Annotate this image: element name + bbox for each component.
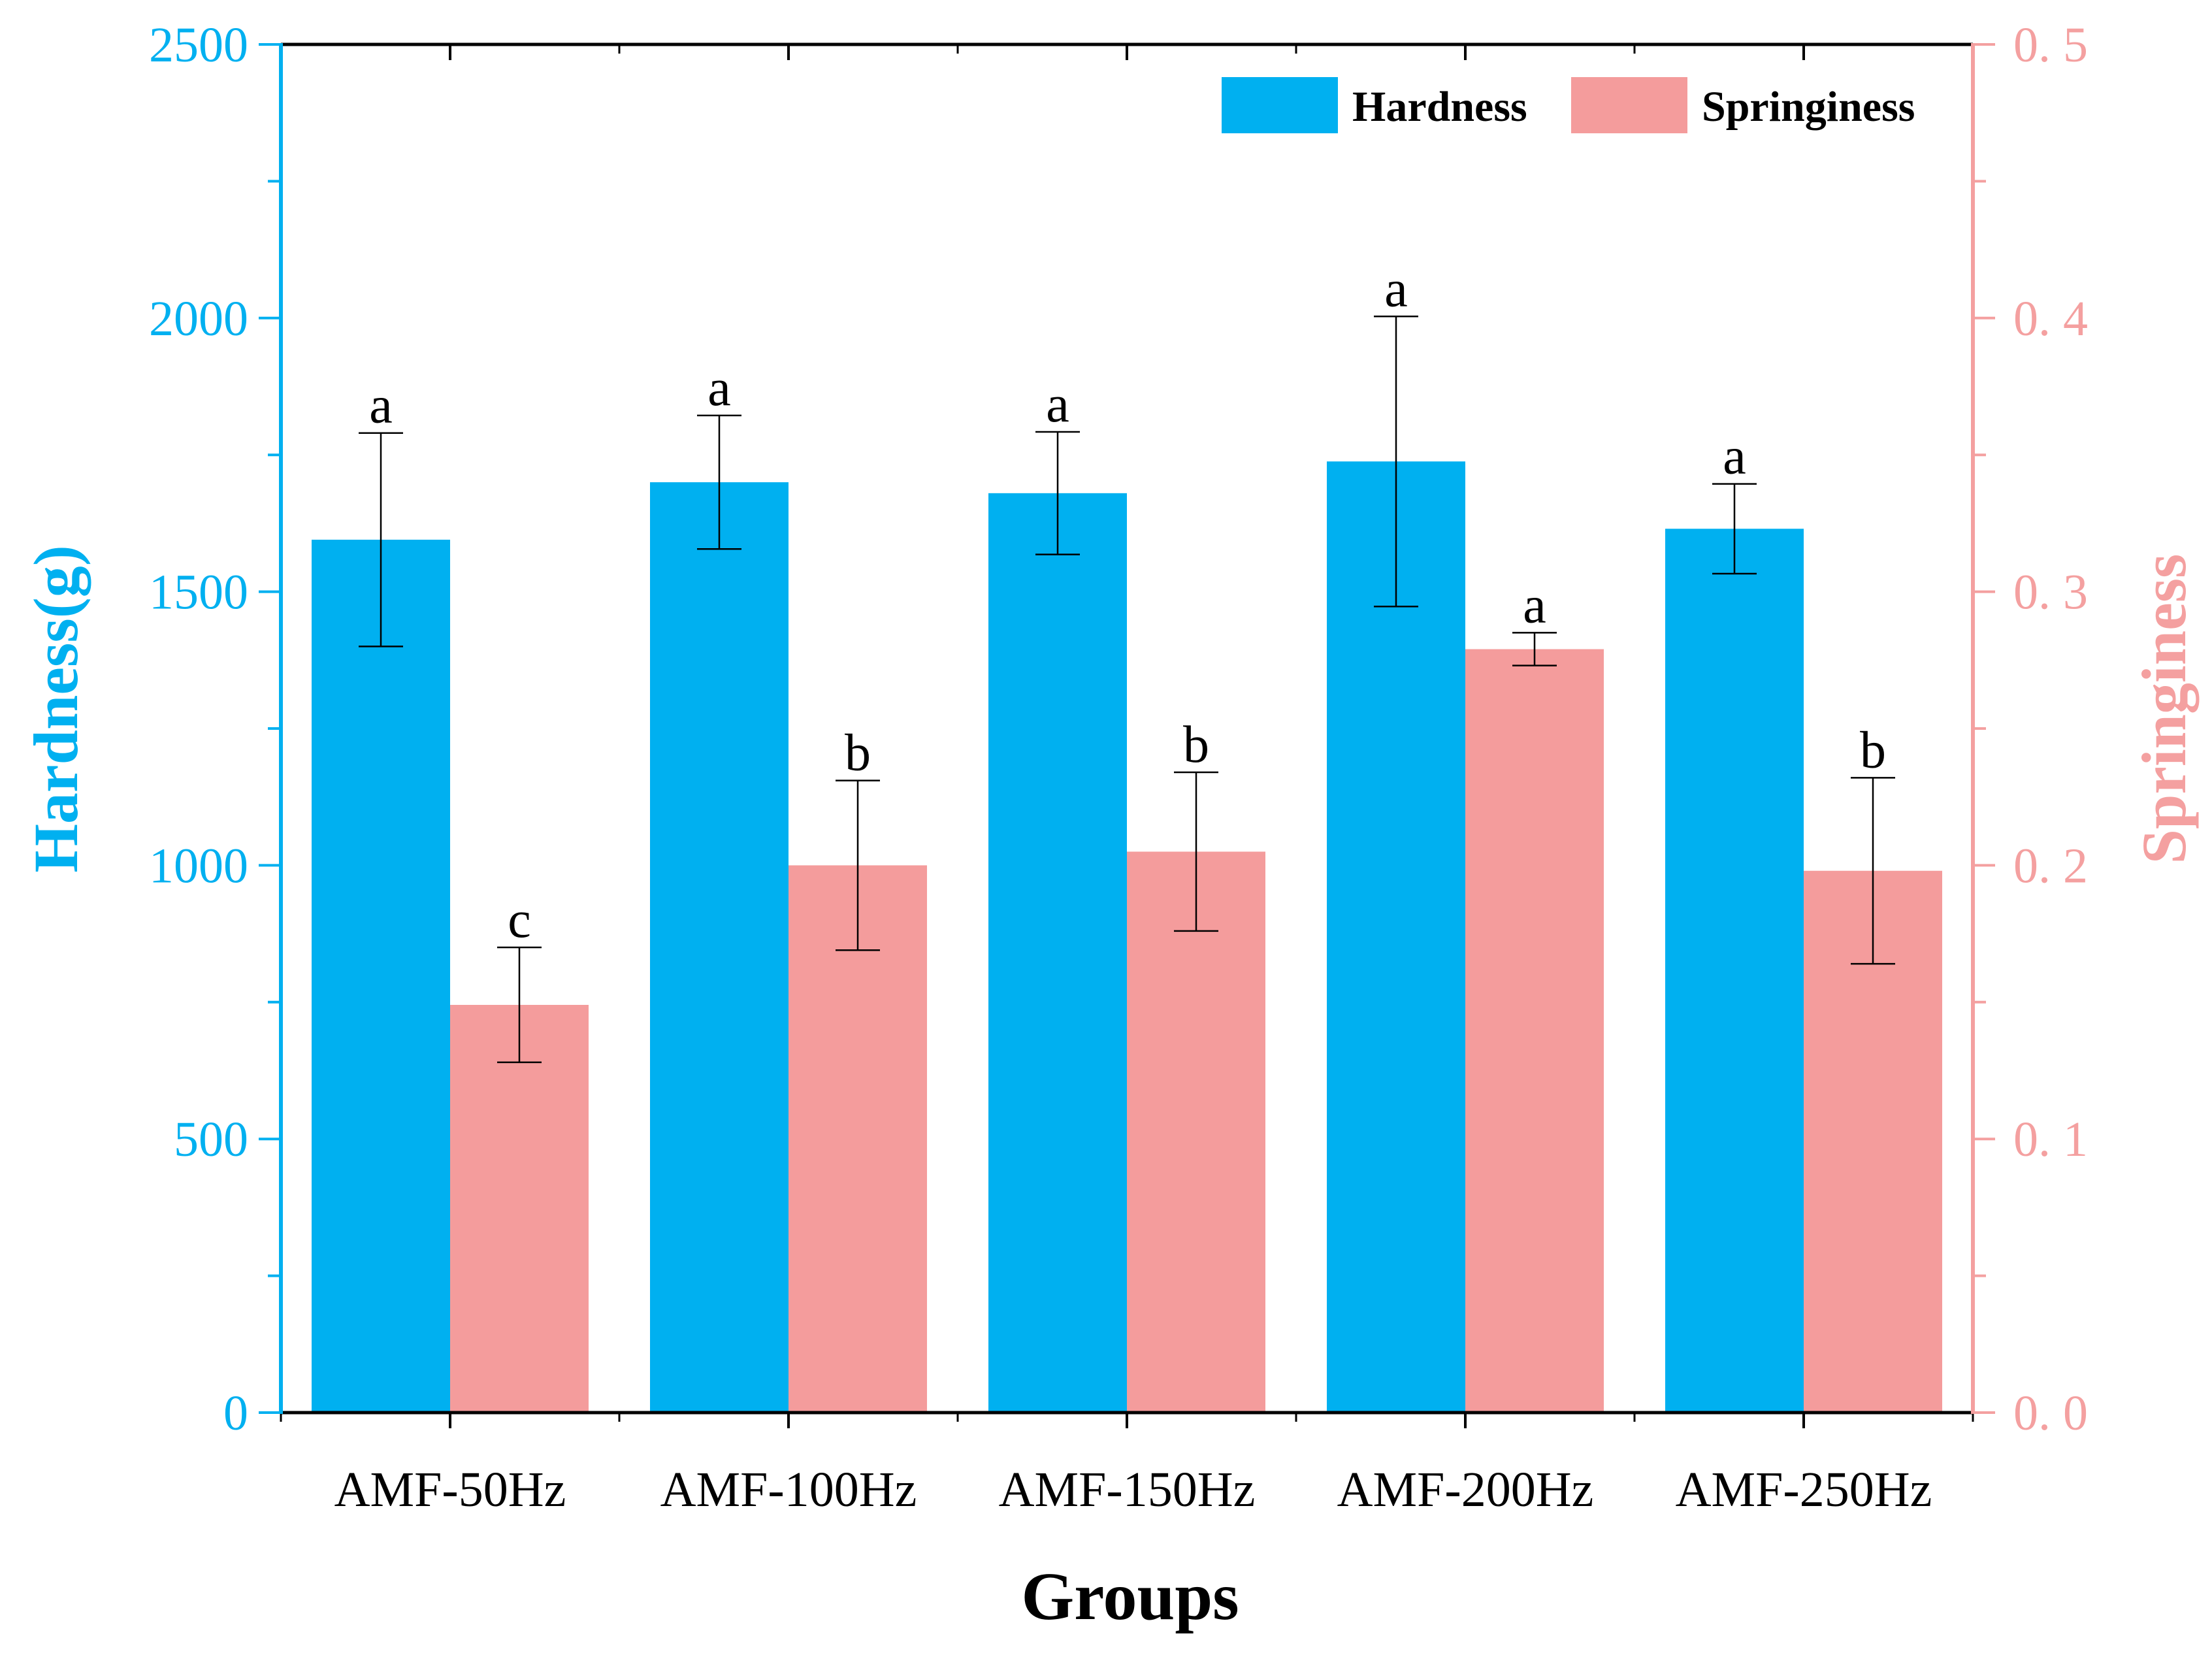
- bar-springiness-amf-50hz: [450, 1004, 589, 1413]
- y-right-tick-label: 0. 0: [2013, 1386, 2088, 1441]
- legend-label-springiness: Springiness: [1702, 83, 1915, 131]
- legend: Hardness Springiness: [1222, 77, 1915, 133]
- x-tick-label-amf-200hz: AMF-200Hz: [1337, 1462, 1594, 1517]
- bar-springiness-amf-150hz: [1127, 851, 1265, 1413]
- y-left-tick-label: 2500: [149, 18, 248, 73]
- y-left-tick-label: 0: [223, 1386, 248, 1441]
- y-left-tick-label: 500: [174, 1112, 248, 1167]
- y-left-tick-label: 2000: [149, 291, 248, 346]
- significance-label-hardness-amf-150hz: a: [1046, 376, 1069, 433]
- bar-springiness-amf-100hz: [789, 865, 927, 1413]
- x-tick-label-amf-150hz: AMF-150Hz: [999, 1462, 1256, 1517]
- significance-label-hardness-amf-50hz: a: [369, 377, 393, 434]
- bar-hardness-amf-200hz: [1327, 461, 1465, 1413]
- legend-swatch-springiness: [1571, 77, 1687, 133]
- significance-label-springiness-amf-50hz: c: [508, 891, 531, 949]
- y-left-tick-label: 1500: [149, 565, 248, 620]
- significance-label-springiness-amf-250hz: b: [1860, 721, 1886, 779]
- y-right-tick-label: 0. 5: [2013, 18, 2088, 73]
- bar-hardness-amf-50hz: [312, 540, 450, 1413]
- x-tick-label-amf-250hz: AMF-250Hz: [1676, 1462, 1932, 1517]
- bar-hardness-amf-250hz: [1665, 529, 1804, 1413]
- legend-swatch-hardness: [1222, 77, 1338, 133]
- legend-label-hardness: Hardness: [1352, 83, 1527, 131]
- y-right-tick-label: 0. 2: [2013, 838, 2088, 893]
- y-left-tick-label: 1000: [149, 838, 248, 893]
- significance-label-hardness-amf-250hz: a: [1723, 428, 1746, 485]
- bar-hardness-amf-150hz: [988, 493, 1127, 1413]
- x-axis-title: Groups: [1021, 1559, 1239, 1634]
- y-axis-right-title: Springiness: [2129, 554, 2199, 864]
- y-right-tick-label: 0. 1: [2013, 1112, 2088, 1167]
- axes-layer: AMF-50Hz AMF-100Hz AMF-150Hz AMF-200Hz AMF-2…: [149, 18, 2088, 1517]
- significance-label-springiness-amf-150hz: b: [1183, 716, 1209, 774]
- significance-label-springiness-amf-200hz: a: [1523, 576, 1546, 634]
- x-tick-label-amf-50hz: AMF-50Hz: [334, 1462, 566, 1517]
- significance-label-hardness-amf-200hz: a: [1384, 260, 1408, 318]
- significance-label-springiness-amf-100hz: b: [845, 725, 871, 782]
- significance-labels-layer: a c a b a b a a a b: [369, 260, 1886, 949]
- bars-layer: [312, 461, 1942, 1413]
- significance-label-hardness-amf-100hz: a: [708, 359, 731, 417]
- x-tick-label-amf-100hz: AMF-100Hz: [660, 1462, 917, 1517]
- bar-hardness-amf-100hz: [650, 482, 789, 1413]
- y-right-tick-label: 0. 3: [2013, 565, 2088, 620]
- bar-springiness-amf-200hz: [1465, 649, 1604, 1413]
- error-bars-layer: [359, 316, 1895, 1064]
- y-right-tick-label: 0. 4: [2013, 291, 2088, 346]
- y-axis-left-title: Hardness(g): [21, 545, 91, 872]
